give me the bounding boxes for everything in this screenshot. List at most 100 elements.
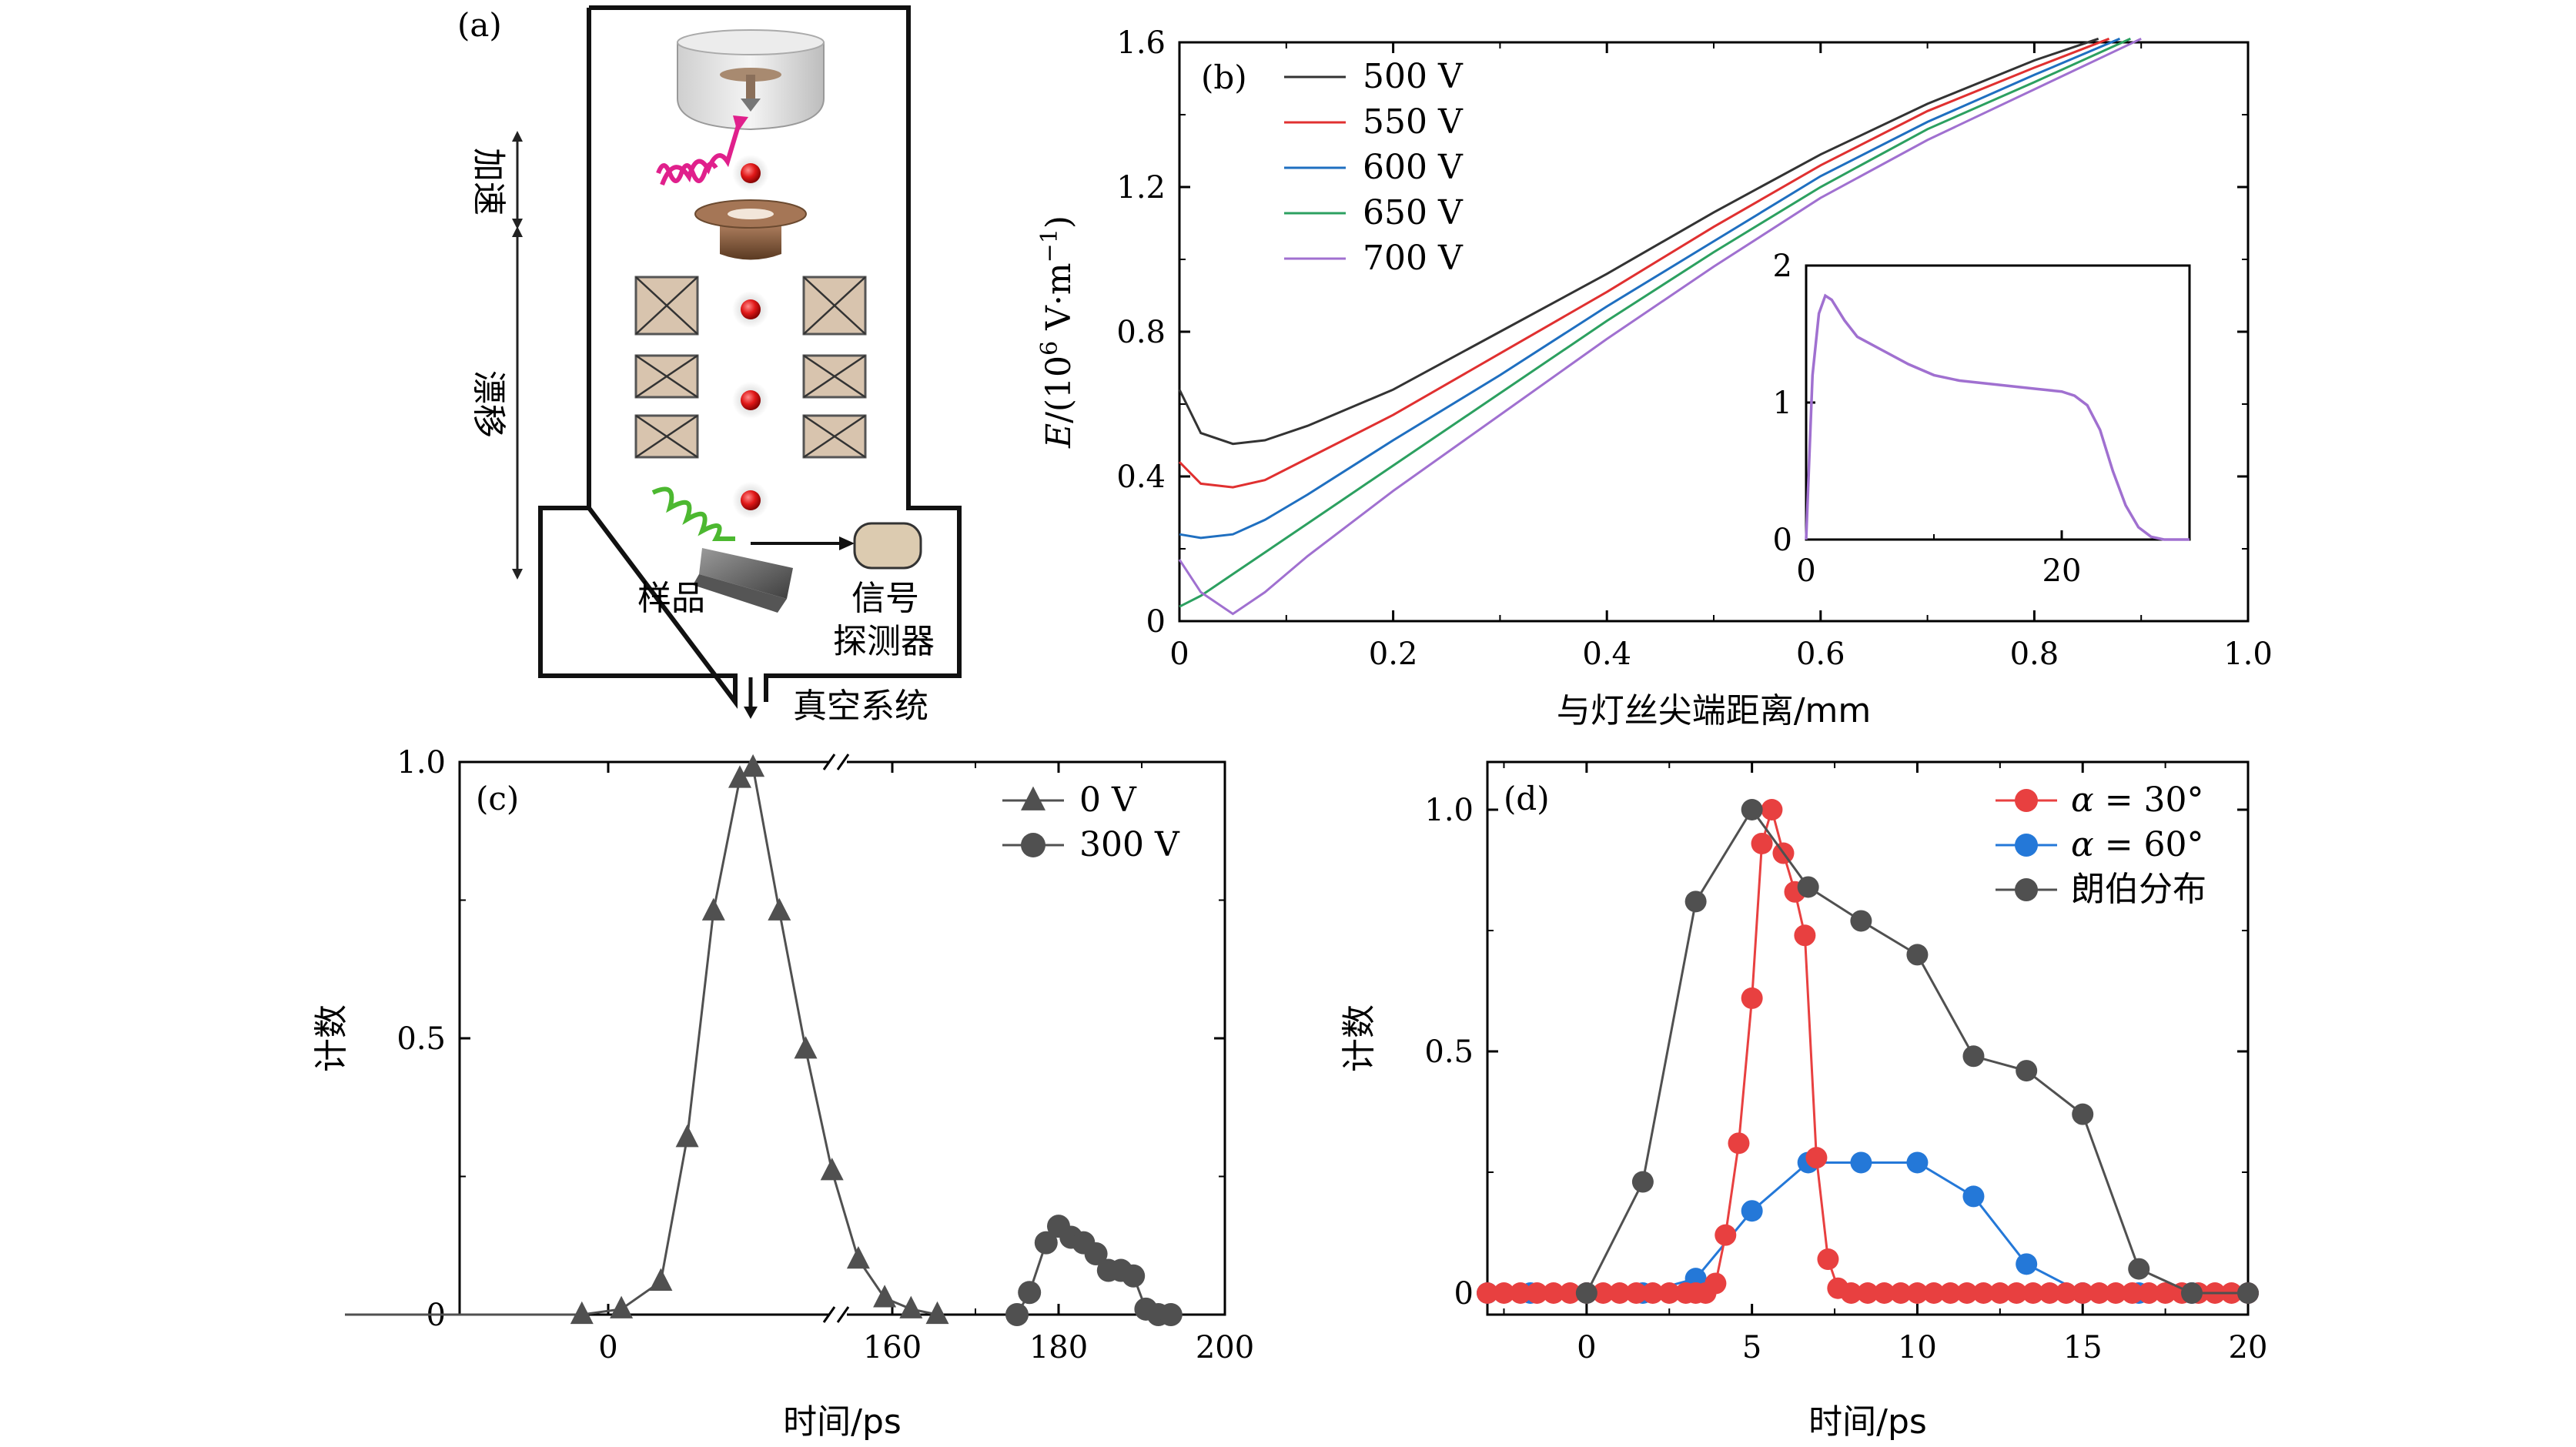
panel-b-x-axis-label: 与灯丝尖端距离/mm — [1557, 691, 1872, 730]
x-tick-label: 0.8 — [2010, 637, 2059, 672]
y-tick-label: 0 — [1454, 1276, 1474, 1312]
data-point — [2088, 1282, 2110, 1304]
data-point — [1559, 1282, 1581, 1304]
data-point — [1018, 1281, 1042, 1305]
data-point — [1684, 891, 1707, 913]
data-point — [846, 1245, 870, 1269]
series-line-2 — [1179, 37, 2121, 540]
x-tick-label: 15 — [2063, 1330, 2103, 1365]
electron-bunch-1 — [732, 155, 769, 192]
data-point — [2121, 1282, 2143, 1304]
legend-marker-0 — [2015, 789, 2038, 812]
series-line-3 — [1179, 37, 2131, 608]
x-tick-label: 0.2 — [1369, 637, 1418, 672]
data-point — [1939, 1282, 1962, 1304]
inset-x-tick-label: 20 — [2042, 553, 2082, 589]
electron-bunch-2 — [732, 291, 769, 328]
data-point — [1084, 1242, 1108, 1266]
data-point — [1592, 1282, 1614, 1304]
data-point — [1794, 924, 1816, 947]
drift-label: 漂移 — [469, 370, 508, 438]
panel-c-letter: (c) — [476, 780, 519, 817]
panel-a-letter: (a) — [457, 6, 502, 44]
panel-c-legend: 0 V 300 V — [1002, 780, 1180, 864]
data-point — [1850, 910, 1872, 932]
legend-label-0: 500 V — [1363, 57, 1464, 96]
panel-d-chart: 0 5 10 15 20 0 0.5 1.0 (d) α = 30° α = 60° 朗伯分布 计… — [1340, 760, 2268, 1442]
legend-label-1: α = 60° — [2071, 825, 2204, 864]
vacuum-chamber-outline — [538, 5, 962, 709]
x-tick-label: 200 — [1196, 1330, 1254, 1365]
data-point — [728, 765, 751, 788]
legend-label-3: 650 V — [1363, 193, 1464, 232]
inset-x-tick-label: 0 — [1796, 553, 1815, 589]
data-point — [1715, 1224, 1737, 1246]
legend-marker-1 — [2015, 834, 2038, 857]
y-tick-label: 0.8 — [1116, 315, 1166, 350]
data-point — [649, 1268, 673, 1291]
data-point — [1005, 1303, 1029, 1326]
legend-label-1: 300 V — [1079, 825, 1180, 864]
legend-label-4: 700 V — [1363, 239, 1464, 278]
data-point — [2072, 1282, 2094, 1304]
inset-plot-frame — [1805, 264, 2191, 541]
data-point — [1122, 1264, 1146, 1288]
data-point — [1728, 1132, 1750, 1155]
data-point — [701, 897, 725, 921]
legend-marker-0 — [1021, 786, 1045, 810]
x-tick-label: 10 — [1898, 1330, 1937, 1365]
x-tick-label: 180 — [1029, 1330, 1088, 1365]
y-tick-label: 0.5 — [396, 1021, 446, 1057]
data-point — [1159, 1303, 1183, 1326]
data-point — [2016, 1253, 2038, 1275]
panel-a-schematic: (a) — [457, 5, 962, 726]
x-tick-label: 20 — [2229, 1330, 2268, 1365]
vacuum-system-label: 真空系统 — [793, 687, 928, 726]
inset-y-tick-label: 1 — [1773, 386, 1792, 421]
data-point — [1575, 1282, 1597, 1304]
data-point — [925, 1301, 949, 1325]
panel-b-series — [1178, 37, 2142, 616]
x-tick-label: 1.0 — [2223, 637, 2273, 672]
data-point — [2039, 1282, 2061, 1304]
data-point — [675, 1124, 699, 1148]
data-point — [1922, 1282, 1945, 1304]
data-point — [1741, 987, 1763, 1009]
panel-b-legend: 500 V 550 V 600 V 650 V 700 V — [1284, 57, 1464, 278]
data-point — [1805, 1147, 1828, 1169]
legend-label-2: 朗伯分布 — [2071, 870, 2206, 909]
inset-series-line — [1805, 293, 2190, 541]
panel-d-y-axis-label: 计数 — [1340, 1004, 1379, 1072]
data-point — [1034, 1231, 1058, 1255]
panel-b-y-axis-label: E/(106 V·m−1) — [1036, 216, 1079, 449]
data-point — [1889, 1282, 1912, 1304]
data-point — [1962, 1045, 1985, 1068]
panel-c-x-axis-label: 时间/ps — [783, 1402, 902, 1442]
panel-d-series — [1477, 799, 2259, 1304]
x-tick-label: 5 — [1742, 1330, 1761, 1365]
data-point — [2154, 1282, 2176, 1304]
panel-b-letter: (b) — [1201, 58, 1247, 96]
data-point — [2138, 1282, 2160, 1304]
panel-d-legend: α = 30° α = 60° 朗伯分布 — [1996, 780, 2206, 909]
data-point — [2180, 1282, 2203, 1304]
x-tick-label: 160 — [863, 1330, 922, 1365]
series-line-4 — [1178, 37, 2142, 616]
inset-y-tick-label: 0 — [1773, 523, 1792, 558]
data-point — [794, 1036, 818, 1059]
x-tick-label: 0.6 — [1796, 637, 1845, 672]
data-point — [1850, 1151, 1872, 1174]
inset-series — [1805, 293, 2190, 541]
panel-b-inset: 0 20 0 1 2 — [1773, 249, 2191, 589]
detector-label-line1: 信号 — [851, 579, 919, 618]
data-point — [1989, 1282, 2011, 1304]
y-tick-label: 0.4 — [1116, 459, 1166, 495]
data-point — [1705, 1272, 1727, 1295]
series-line-1 — [1178, 37, 2110, 489]
y-tick-label: 1.6 — [1116, 25, 1166, 61]
anode-electrode — [694, 199, 807, 260]
data-point — [1741, 799, 1763, 820]
